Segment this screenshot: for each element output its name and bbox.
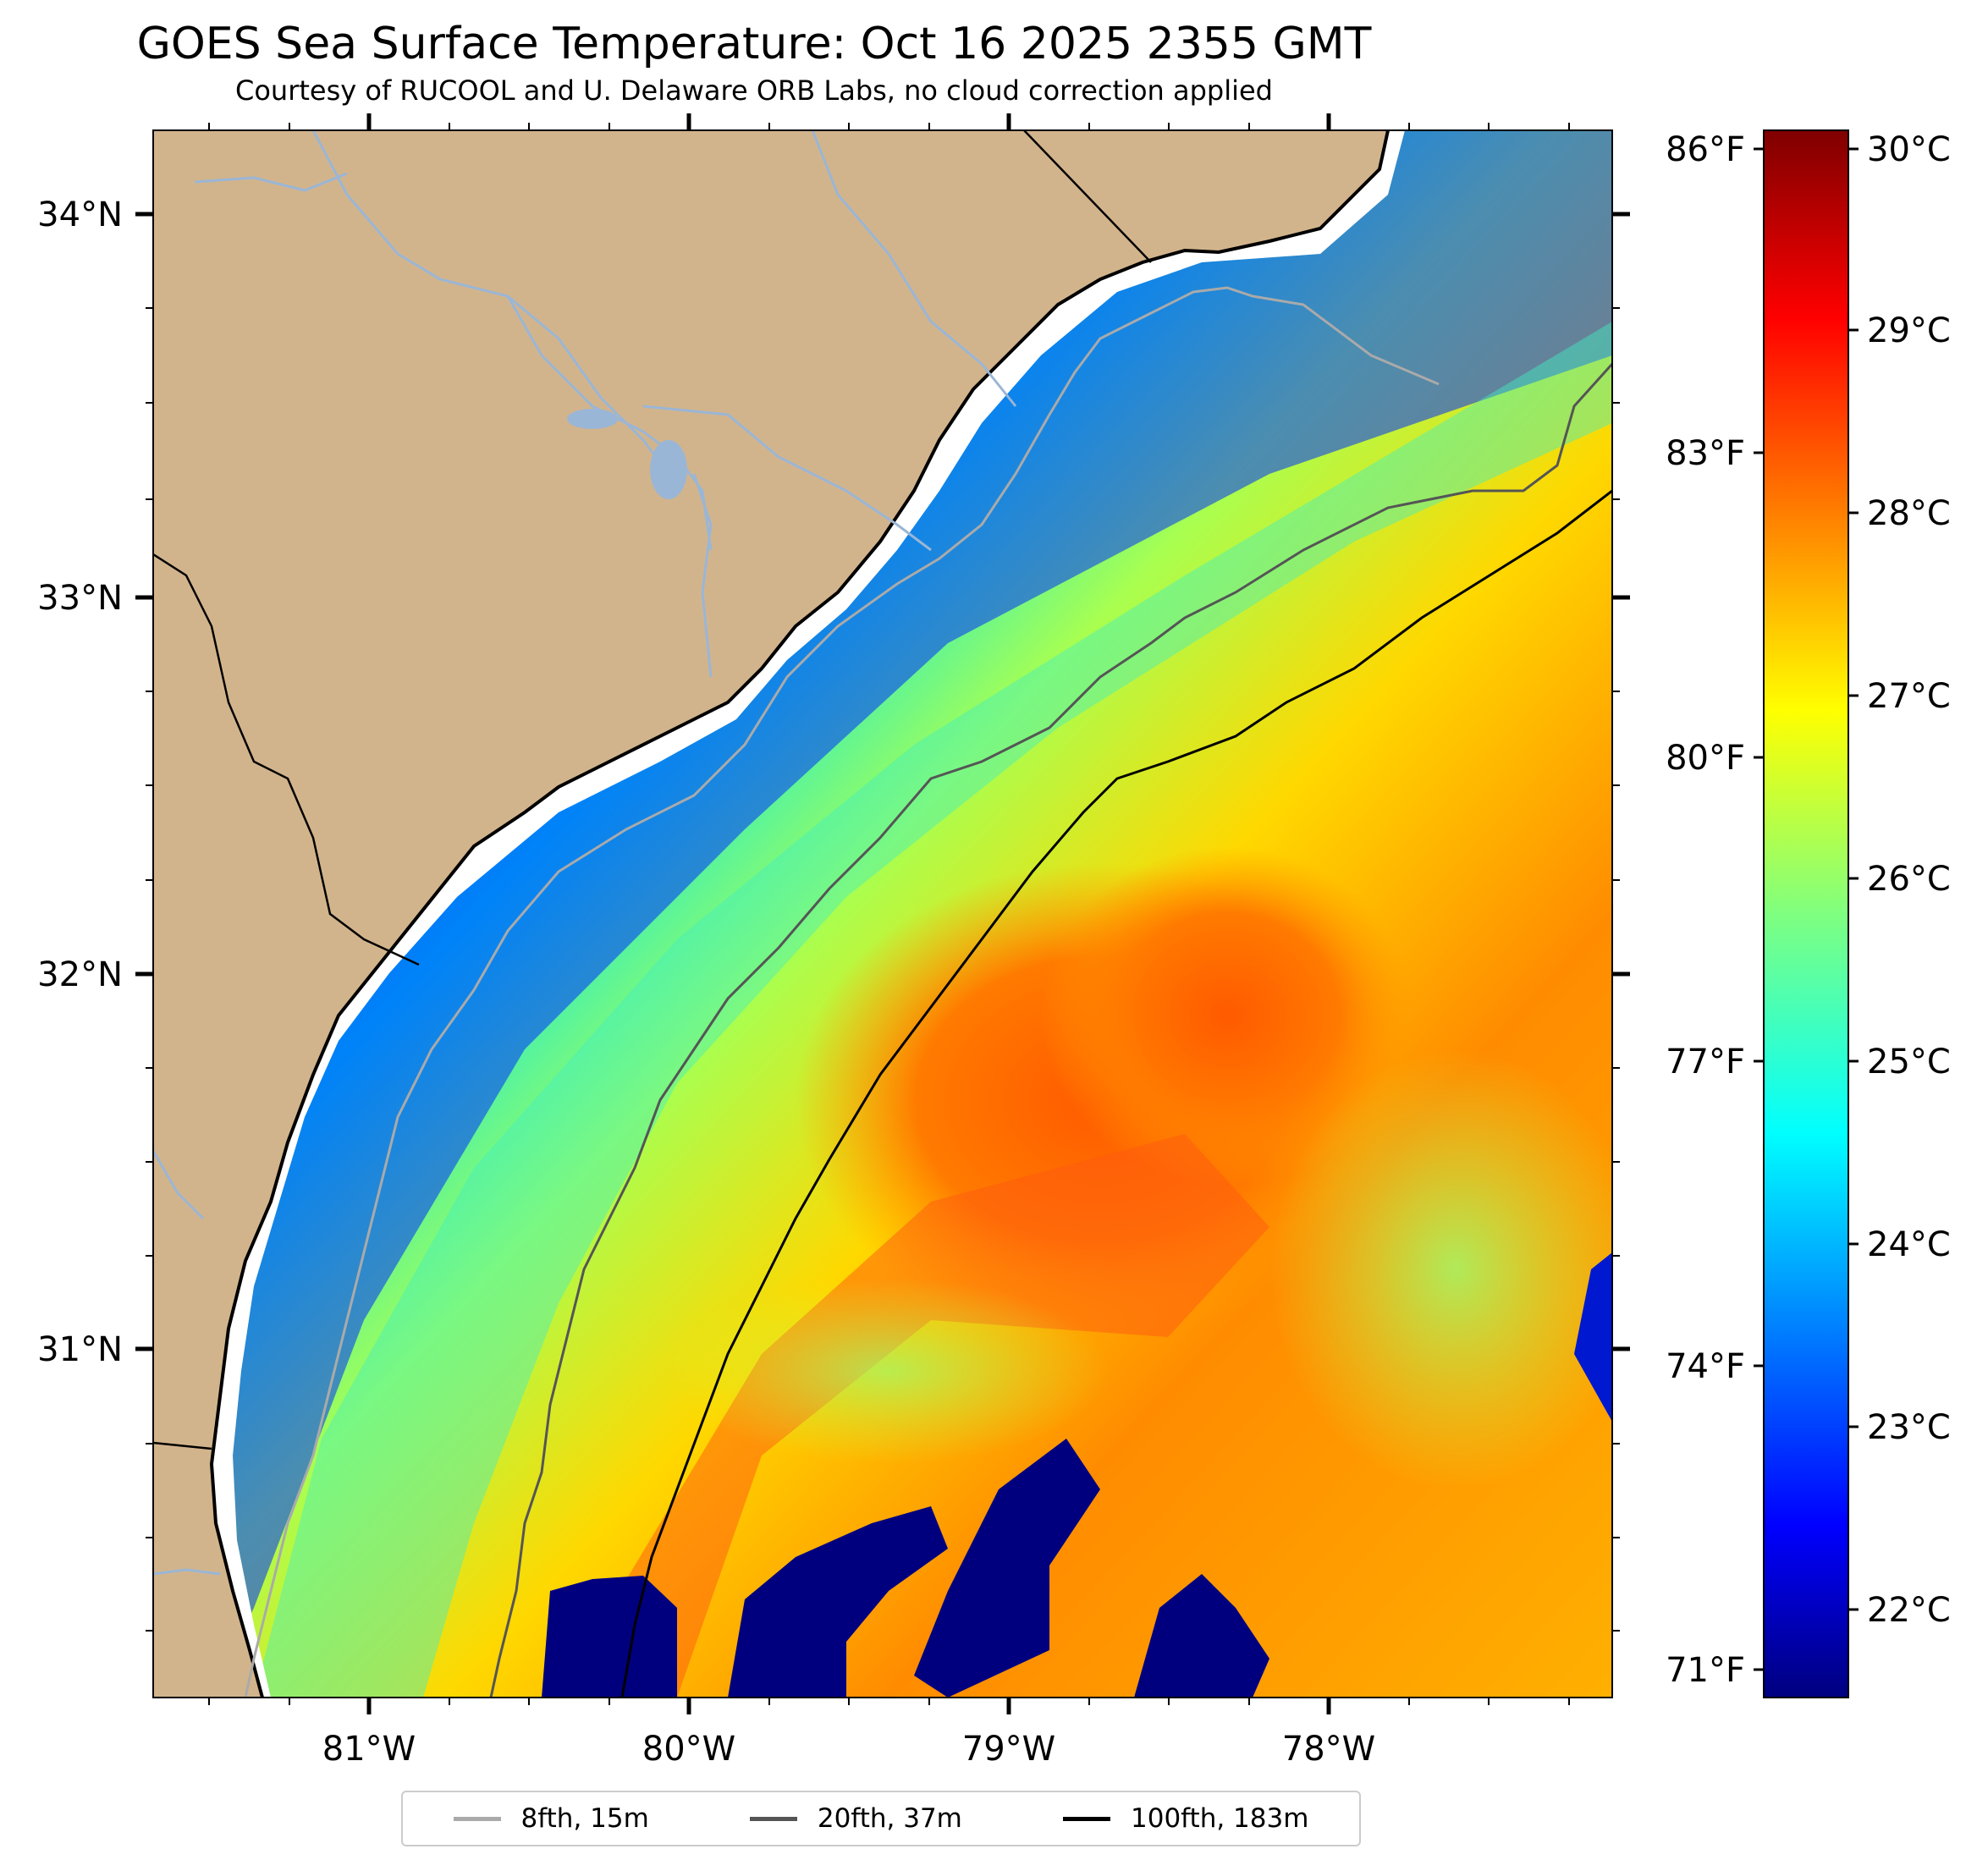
lon-label-80w: 80°W [642,1730,735,1769]
cb-label-30c: 30°C [1867,130,1951,169]
cloud-mask [728,1506,948,1698]
f-label-83: 83°F [1666,434,1745,473]
cb-label-26c: 26°C [1867,860,1951,899]
f-label-71: 71°F [1666,1651,1745,1690]
cb-label-22c: 22°C [1867,1591,1951,1630]
isobath-8fth [244,286,1440,1698]
coastline [209,130,1390,1698]
isobath-20fth [489,362,1612,1698]
cb-label-29c: 29°C [1867,311,1951,350]
legend-item-20fth: 20fth, 37m [749,1803,962,1834]
major-lat-ticks [135,212,1630,1351]
lon-label-81w: 81°W [322,1730,416,1769]
cloud-mask [1134,1574,1269,1698]
f-label-86: 86°F [1666,130,1745,169]
isobath-legend: 8fth, 15m 20fth, 37m 100fth, 183m [401,1791,1361,1846]
offshore-cool-patch-south [669,1278,1109,1464]
lat-label-31n: 31°N [37,1330,123,1369]
legend-label: 8fth, 15m [520,1803,649,1834]
cb-label-24c: 24°C [1867,1225,1951,1264]
gulf-stream-core-north [1041,846,1413,1185]
colorbar [1763,129,1849,1698]
offshore-cool-patch [1269,1049,1612,1489]
lat-label-34n: 34°N [37,195,123,234]
state-border-ga-fl [153,1441,212,1450]
cb-label-25c: 25°C [1867,1043,1951,1081]
legend-item-100fth: 100fth, 183m [1063,1803,1308,1834]
major-lon-ticks [366,113,1331,1714]
fahrenheit-axis [1754,147,1764,1671]
legend-label: 20fth, 37m [817,1803,962,1834]
cloud-mask [1574,1252,1612,1422]
legend-label: 100fth, 183m [1131,1803,1309,1834]
map-frame [152,129,1613,1698]
legend-swatch-black [1063,1816,1110,1821]
minor-ticks [146,123,1620,1705]
f-label-77: 77°F [1666,1043,1745,1081]
legend-swatch-dark-gray [749,1816,797,1821]
lon-label-79w: 79°W [962,1730,1055,1769]
warm-filament [609,1134,1269,1698]
lat-label-32n: 32°N [37,955,123,994]
land-mass [153,130,1388,1698]
shelf-transition [254,322,1612,1698]
lon-label-78w: 78°W [1282,1730,1375,1769]
legend-swatch-light-gray [453,1816,501,1821]
map-subtitle: Courtesy of RUCOOL and U. Delaware ORB L… [235,74,1273,107]
colorbar-ticks [1848,147,1859,1611]
f-label-80: 80°F [1666,739,1745,778]
cloud-mask [914,1439,1100,1698]
state-border-nc-sc [1023,130,1152,263]
isobath-100fth [620,489,1612,1698]
state-border-sc-ga [153,553,420,966]
cb-label-27c: 27°C [1867,677,1951,716]
lake [567,409,618,429]
lake-marion [650,440,687,499]
legend-item-8fth: 8fth, 15m [453,1803,649,1834]
sst-field [153,130,1612,1698]
cloud-mask [542,1576,677,1698]
cb-label-28c: 28°C [1867,494,1951,533]
lat-label-33n: 33°N [37,579,123,618]
map-title: GOES Sea Surface Temperature: Oct 16 202… [136,19,1372,69]
cb-label-23c: 23°C [1867,1408,1951,1447]
f-label-74: 74°F [1666,1347,1745,1386]
